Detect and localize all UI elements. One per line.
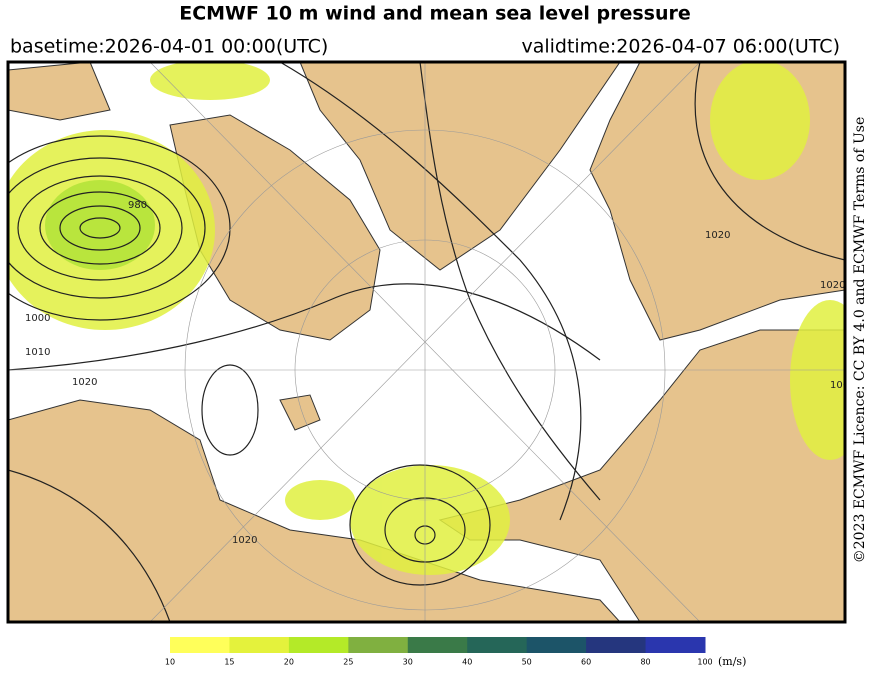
colorbar-label: 100	[697, 658, 712, 667]
isobar-label: 1020	[72, 377, 97, 388]
title: ECMWF 10 m wind and mean sea level press…	[179, 3, 691, 25]
colorbar-segment	[526, 637, 587, 653]
colorbar-label: 80	[640, 658, 650, 667]
colorbar-label: 30	[403, 658, 413, 667]
map: 980 1000 1010 1020 1020 1020 1020 1000	[6, 60, 855, 624]
colorbar-label: 40	[462, 658, 472, 667]
colorbar-segment	[229, 637, 290, 653]
isobar-label: 1000	[830, 380, 855, 391]
validtime: validtime:2026-04-07 06:00(UTC)	[521, 36, 840, 58]
colorbar-label: 50	[522, 658, 532, 667]
isobar-label: 1020	[705, 230, 730, 241]
isobar-label: 1020	[820, 280, 845, 291]
colorbar-segment	[586, 637, 647, 653]
colorbar-segment	[407, 637, 468, 653]
basetime: basetime:2026-04-01 00:00(UTC)	[10, 36, 328, 58]
colorbar-label: 20	[284, 658, 294, 667]
isobar-label: 980	[128, 200, 147, 211]
colorbar-segment	[467, 637, 528, 653]
colorbar-label: 15	[224, 658, 234, 667]
colorbar-segment	[170, 637, 230, 653]
colorbar-unit: (m/s)	[718, 655, 746, 668]
colorbar-label: 60	[581, 658, 591, 667]
colorbar-label: 10	[165, 658, 175, 667]
colorbar: 10 15 20 25 30 40 50 60 80 100 (m/s)	[165, 637, 746, 668]
colorbar-segment	[348, 637, 409, 653]
isobar-label: 1000	[25, 313, 50, 324]
colorbar-label: 25	[343, 658, 353, 667]
isobar-label: 1010	[25, 347, 50, 358]
credit: ©2023 ECMWF Licence: CC BY 4.0 and ECMWF…	[852, 117, 868, 564]
colorbar-segment	[288, 637, 349, 653]
colorbar-segment	[645, 637, 706, 653]
isobar-label: 1020	[232, 535, 257, 546]
